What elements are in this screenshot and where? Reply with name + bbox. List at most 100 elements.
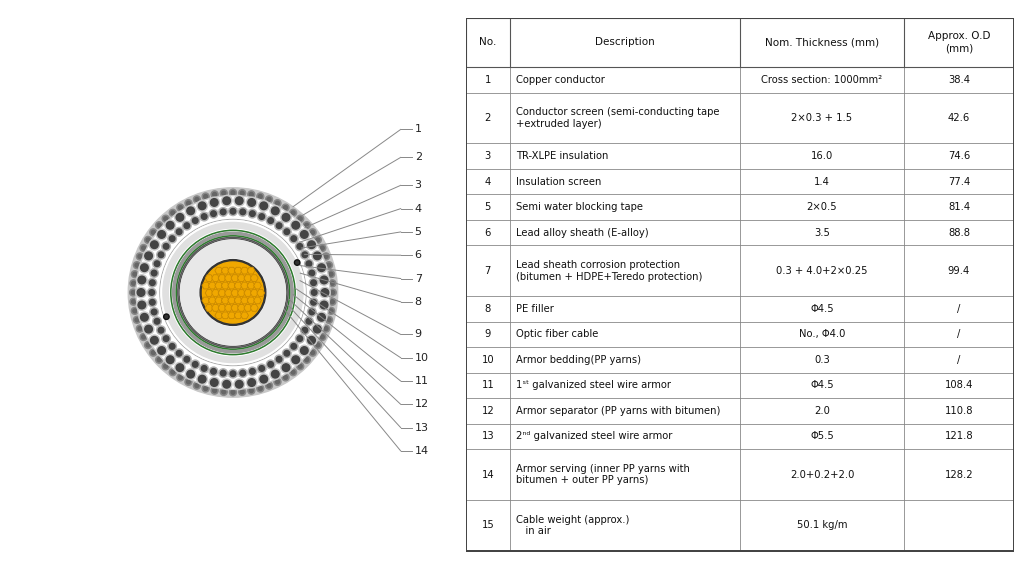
Circle shape (271, 207, 280, 215)
Circle shape (275, 380, 280, 384)
Circle shape (168, 235, 176, 243)
Circle shape (213, 388, 216, 393)
Text: 2×0.3 + 1.5: 2×0.3 + 1.5 (792, 113, 853, 123)
Text: Conductor screen (semi-conducting tape
+extruded layer): Conductor screen (semi-conducting tape +… (516, 107, 720, 129)
Text: 38.4: 38.4 (948, 75, 970, 85)
Circle shape (296, 261, 299, 264)
Circle shape (178, 238, 288, 347)
Circle shape (250, 369, 255, 374)
Circle shape (326, 261, 333, 269)
Circle shape (137, 197, 329, 388)
Circle shape (199, 202, 206, 209)
Circle shape (230, 208, 236, 214)
Circle shape (331, 300, 334, 304)
Text: 110.8: 110.8 (945, 406, 973, 416)
Text: 0.3: 0.3 (814, 355, 829, 365)
Circle shape (248, 191, 255, 198)
Circle shape (193, 218, 198, 223)
Circle shape (169, 236, 175, 242)
Circle shape (150, 229, 157, 236)
Circle shape (298, 217, 302, 221)
Circle shape (259, 214, 264, 219)
Circle shape (308, 241, 315, 249)
Circle shape (283, 364, 290, 371)
Circle shape (321, 276, 328, 284)
Circle shape (257, 193, 264, 200)
Circle shape (162, 215, 169, 222)
Text: 13: 13 (481, 431, 495, 441)
Circle shape (240, 370, 246, 376)
Circle shape (297, 215, 304, 222)
Text: 2: 2 (484, 113, 492, 123)
Circle shape (274, 378, 281, 386)
Circle shape (140, 264, 148, 271)
Circle shape (330, 289, 336, 296)
Circle shape (130, 289, 136, 296)
Circle shape (290, 369, 297, 376)
Text: 13: 13 (415, 422, 429, 433)
Circle shape (257, 385, 264, 392)
Circle shape (130, 280, 137, 287)
Circle shape (203, 262, 263, 323)
Circle shape (204, 387, 208, 390)
Circle shape (193, 362, 198, 367)
Circle shape (172, 232, 294, 353)
Text: 1ˢᵗ galvanized steel wire armor: 1ˢᵗ galvanized steel wire armor (516, 380, 672, 390)
Text: 2.0+0.2+2.0: 2.0+0.2+2.0 (790, 470, 854, 480)
Circle shape (161, 221, 305, 364)
Text: Φ4.5: Φ4.5 (810, 304, 834, 314)
Circle shape (259, 366, 264, 371)
Circle shape (305, 358, 308, 362)
Circle shape (147, 288, 156, 297)
Circle shape (138, 326, 142, 331)
Circle shape (162, 242, 170, 251)
Text: 128.2: 128.2 (945, 470, 973, 480)
Circle shape (297, 243, 303, 249)
Circle shape (270, 369, 281, 380)
Circle shape (195, 384, 199, 387)
Circle shape (136, 253, 143, 260)
Circle shape (313, 325, 322, 333)
Circle shape (140, 314, 148, 321)
Circle shape (138, 254, 142, 259)
Circle shape (329, 309, 333, 313)
Circle shape (301, 326, 309, 335)
Circle shape (146, 238, 151, 242)
Text: 14: 14 (415, 446, 429, 456)
Text: 9: 9 (484, 329, 492, 339)
Circle shape (312, 324, 323, 335)
Text: 2: 2 (415, 152, 422, 163)
Circle shape (138, 301, 145, 309)
Circle shape (131, 307, 138, 314)
Circle shape (211, 387, 218, 394)
Circle shape (150, 280, 156, 285)
Circle shape (318, 275, 330, 285)
Circle shape (155, 318, 160, 324)
Text: Optic fiber cable: Optic fiber cable (516, 329, 599, 339)
Circle shape (197, 201, 208, 211)
Circle shape (158, 223, 161, 227)
Text: 121.8: 121.8 (945, 431, 973, 441)
Circle shape (248, 387, 255, 394)
Circle shape (257, 364, 266, 373)
Text: No.: No. (479, 37, 497, 47)
Circle shape (329, 272, 333, 276)
Text: Φ5.5: Φ5.5 (810, 431, 834, 441)
Circle shape (152, 230, 156, 235)
Circle shape (324, 326, 328, 331)
Circle shape (308, 336, 315, 344)
Circle shape (139, 312, 150, 322)
Circle shape (231, 191, 234, 195)
Circle shape (176, 364, 183, 371)
Circle shape (185, 205, 196, 216)
Text: 81.4: 81.4 (948, 202, 970, 212)
Circle shape (160, 219, 306, 366)
Text: 42.6: 42.6 (948, 113, 970, 123)
Circle shape (302, 328, 307, 333)
Circle shape (158, 347, 166, 355)
Text: 77.4: 77.4 (948, 177, 970, 187)
Circle shape (132, 281, 135, 285)
Circle shape (200, 259, 266, 326)
Circle shape (228, 369, 238, 378)
Circle shape (220, 209, 226, 215)
